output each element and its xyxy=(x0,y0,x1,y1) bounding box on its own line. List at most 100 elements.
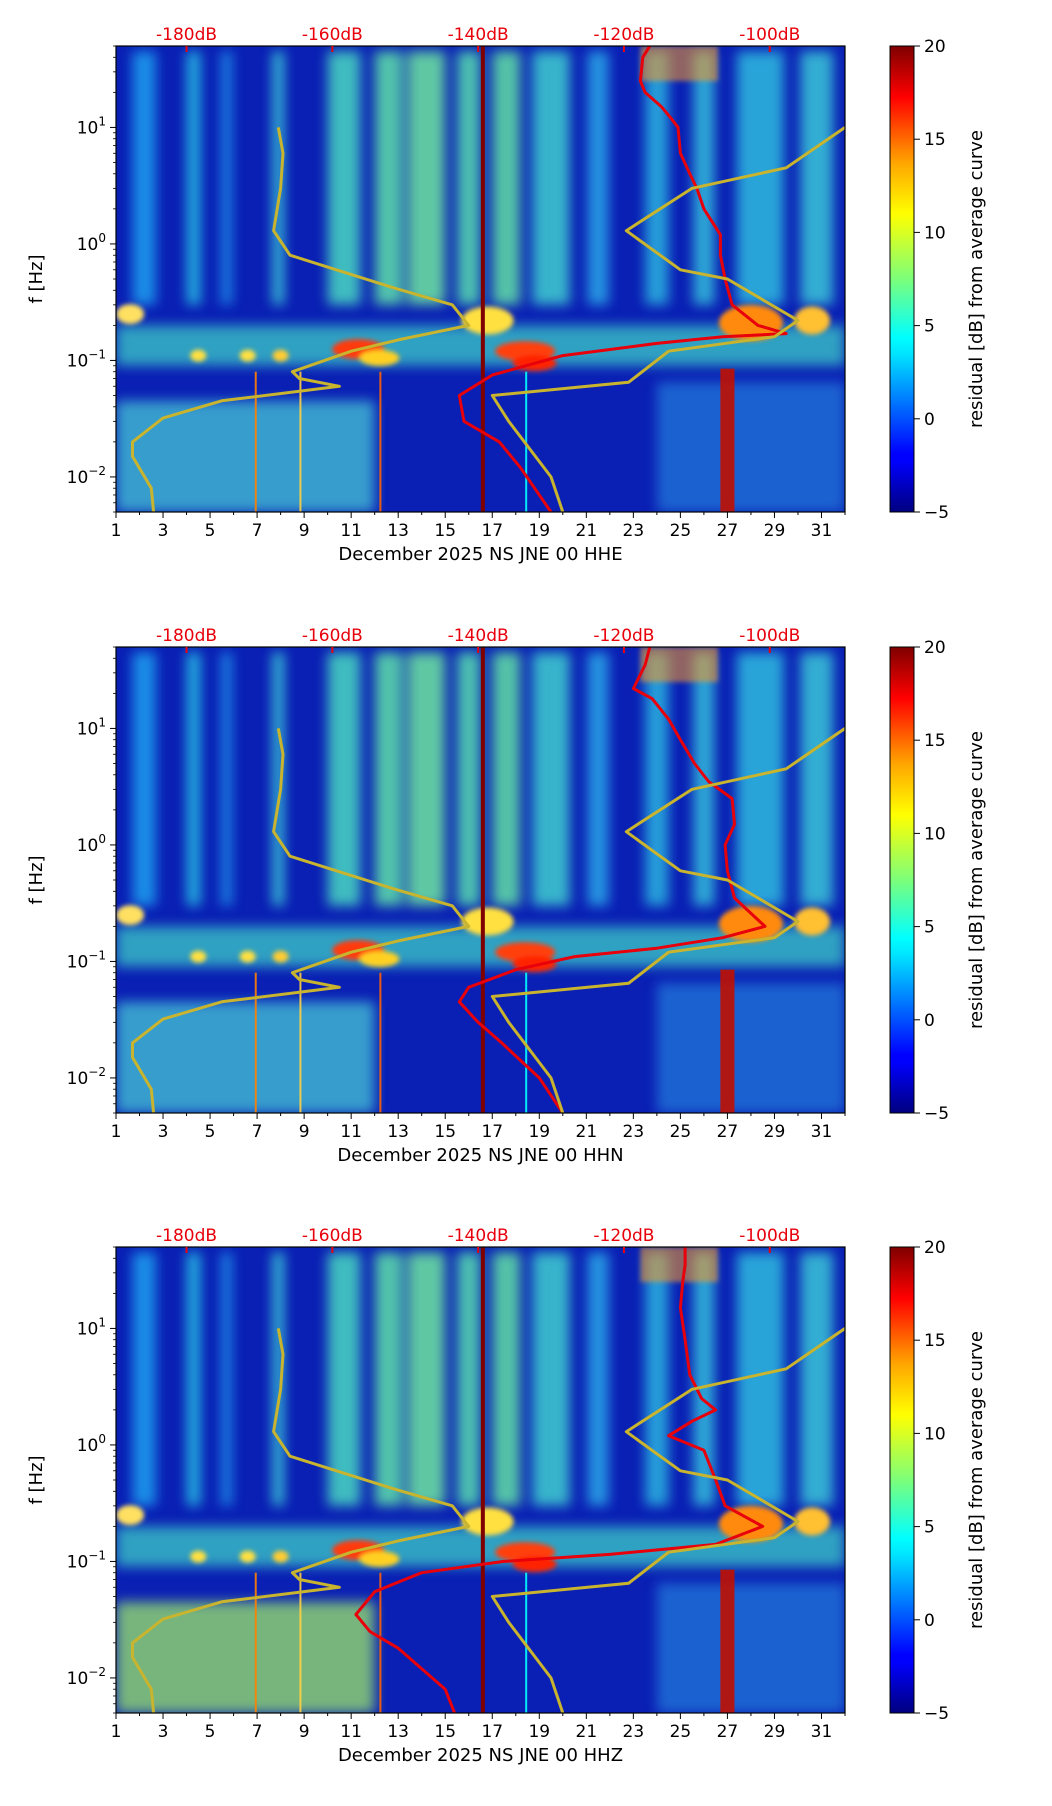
noise-band xyxy=(272,652,285,906)
noise-band xyxy=(532,51,570,305)
x-tick-label: 21 xyxy=(576,1722,598,1742)
y-tick-label: 10−2 xyxy=(67,464,106,488)
noise-band xyxy=(374,652,403,906)
colorbar-label: residual [dB] from average curve xyxy=(966,130,987,428)
colorbar-tick-label: −5 xyxy=(924,1104,949,1124)
db-tick-label: -180dB xyxy=(156,25,217,45)
noise-band xyxy=(587,51,609,305)
y-tick-label: 10−2 xyxy=(67,1065,106,1089)
heatmap-bands xyxy=(132,1252,834,1506)
colorbar: 20 15 10 5 0 −5 residual [dB] from average cur… xyxy=(889,1238,987,1724)
noise-band xyxy=(132,1252,156,1506)
db-tick-label: -100dB xyxy=(739,25,800,45)
x-tick-label: 9 xyxy=(299,1722,310,1742)
x-tick-label: 31 xyxy=(811,1722,833,1742)
x-tick-label: 13 xyxy=(387,521,409,541)
noise-band xyxy=(407,51,446,305)
colorbar-tick-label: 5 xyxy=(924,1518,935,1538)
noise-band xyxy=(186,51,201,305)
colorbar-tick-label: 5 xyxy=(924,317,935,337)
y-tick-mantissa: 10 xyxy=(77,1436,99,1456)
x-tick-label: 11 xyxy=(340,1122,362,1142)
noise-band xyxy=(532,652,570,906)
colorbar-label: residual [dB] from average curve xyxy=(966,1331,987,1629)
y-tick-label: 100 xyxy=(77,1432,106,1456)
streak xyxy=(379,972,382,1113)
y-tick-exponent: 0 xyxy=(98,832,106,846)
hot-blob xyxy=(190,950,207,963)
colorbar-gradient xyxy=(889,646,915,1114)
colorbar-tick-label: 20 xyxy=(924,1238,946,1258)
x-tick-label: 9 xyxy=(299,1122,310,1142)
db-tick-label: -140dB xyxy=(448,25,509,45)
colorbar-tick-label: 15 xyxy=(924,130,946,150)
vertical-streaks xyxy=(254,647,735,1113)
colorbar-tick-label: 15 xyxy=(924,731,946,751)
noise-model-curve xyxy=(131,127,471,512)
db-tick-label: -120dB xyxy=(593,626,654,646)
noise-band xyxy=(132,652,156,906)
db-tick-label: -100dB xyxy=(739,1226,800,1246)
streak xyxy=(299,371,302,512)
lowfreq-region-right xyxy=(656,1583,845,1713)
noise-band xyxy=(532,1252,570,1506)
colorbar-tick-label: −5 xyxy=(924,1704,949,1724)
hot-blob xyxy=(239,349,256,362)
x-tick-label: 13 xyxy=(387,1122,409,1142)
hot-blob xyxy=(239,1550,256,1563)
streak xyxy=(299,972,302,1113)
y-tick-mantissa: 10 xyxy=(67,1552,89,1572)
noise-model-curve xyxy=(490,126,845,512)
heatmap-area xyxy=(116,1247,845,1713)
psd-curve-red xyxy=(457,647,767,1113)
hot-blob xyxy=(718,1505,783,1542)
x-axis-label: December 2025 NS JNE 00 HHE xyxy=(338,544,622,565)
db-tick-label: -120dB xyxy=(593,25,654,45)
y-tick-mantissa: 10 xyxy=(67,1669,89,1689)
lowfreq-region xyxy=(116,400,375,512)
noise-band xyxy=(456,652,481,906)
colorbar: 20 15 10 5 0 −5 residual [dB] from average cur… xyxy=(889,638,987,1124)
noise-band xyxy=(800,652,834,906)
x-tick-label: 3 xyxy=(158,521,169,541)
db-tick-label: -100dB xyxy=(739,626,800,646)
x-tick-label: 19 xyxy=(528,521,550,541)
spectrogram-panel-2: 1 3 5 7 9 11 13 15 17 19 21 23 25 27 29 3110110010−110−… xyxy=(26,626,987,1166)
noise-band xyxy=(587,652,609,906)
hot-blob xyxy=(461,1507,514,1536)
noise-band xyxy=(693,51,715,305)
noise-band xyxy=(220,652,233,906)
colorbar: 20 15 10 5 0 −5 residual [dB] from average cur… xyxy=(889,37,987,523)
vertical-marker-line xyxy=(480,46,485,512)
y-tick-label: 10−1 xyxy=(67,948,106,972)
y-tick-mantissa: 10 xyxy=(77,118,99,138)
y-tick-exponent: 0 xyxy=(98,231,106,245)
x-tick-label: 15 xyxy=(434,1722,456,1742)
hot-blob xyxy=(272,1550,289,1563)
streak-block xyxy=(720,969,735,1113)
x-tick-label: 5 xyxy=(205,1722,216,1742)
noise-band xyxy=(693,1252,715,1506)
noise-band xyxy=(456,1252,481,1506)
hot-blob xyxy=(461,907,514,936)
x-tick-label: 21 xyxy=(576,1122,598,1142)
heatmap-area xyxy=(116,46,845,512)
x-tick-label: 11 xyxy=(340,1722,362,1742)
y-tick-exponent: 1 xyxy=(98,715,106,729)
noise-band xyxy=(800,1252,834,1506)
y-tick-mantissa: 10 xyxy=(77,235,99,255)
noise-model-curve xyxy=(131,1328,471,1713)
noise-band xyxy=(272,1252,285,1506)
noise-band xyxy=(587,1252,609,1506)
hot-blob xyxy=(359,1550,400,1567)
y-axis-label: f [Hz] xyxy=(26,254,47,303)
noise-band xyxy=(492,1252,521,1506)
y-tick-mantissa: 10 xyxy=(77,1319,99,1339)
x-tick-label: 5 xyxy=(205,1122,216,1142)
x-tick-label: 7 xyxy=(252,521,263,541)
spectrogram-panel-1: 1 3 5 7 9 11 13 15 17 19 21 23 25 27 29 3110110010−110−… xyxy=(26,25,987,565)
lowfreq-region xyxy=(116,1601,375,1713)
y-tick-label: 101 xyxy=(77,114,106,138)
colorbar-tick-label: 0 xyxy=(924,410,935,430)
streak-block xyxy=(720,1569,735,1713)
